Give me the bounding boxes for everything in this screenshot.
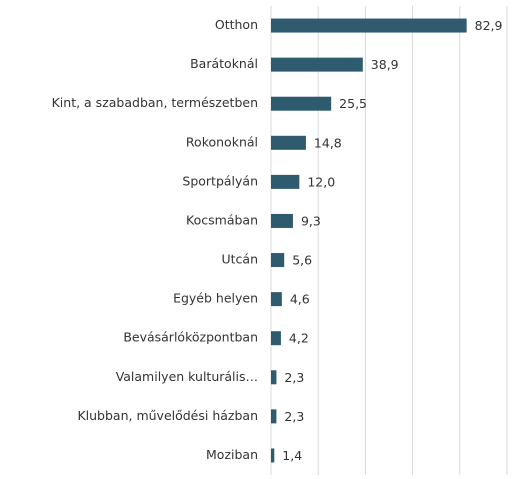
- data-label: 14,8: [314, 135, 342, 150]
- data-label: 12,0: [307, 174, 335, 189]
- data-label: 25,5: [339, 96, 367, 111]
- data-label: 5,6: [292, 253, 312, 268]
- bar: [271, 96, 332, 111]
- y-tick-label: Moziban: [206, 447, 258, 462]
- y-tick-label: Rokonoknál: [186, 134, 258, 149]
- y-tick-label: Valamilyen kulturális…: [116, 369, 258, 384]
- bar: [271, 57, 363, 72]
- bar: [271, 213, 293, 228]
- y-tick-label: Otthon: [215, 17, 258, 32]
- bar: [271, 135, 306, 150]
- y-tick-label: Utcán: [221, 252, 258, 267]
- bar: [271, 331, 281, 346]
- data-label: 2,3: [284, 370, 304, 385]
- bar: [271, 370, 277, 385]
- bar: [271, 174, 300, 189]
- data-label: 1,4: [282, 448, 302, 463]
- data-label: 4,6: [290, 292, 310, 307]
- data-label: 2,3: [284, 409, 304, 424]
- y-tick-label: Sportpályán: [182, 173, 258, 188]
- y-tick-label: Bevásárlóközpontban: [123, 330, 258, 345]
- bar: [271, 409, 277, 424]
- data-label: 38,9: [371, 57, 399, 72]
- bar: [271, 18, 467, 33]
- y-tick-label: Egyéb helyen: [173, 291, 258, 306]
- data-label: 4,2: [289, 331, 309, 346]
- y-tick-label: Kint, a szabadban, természetben: [52, 95, 258, 110]
- y-tick-label: Barátoknál: [190, 56, 258, 71]
- y-tick-label: Kocsmában: [186, 212, 258, 227]
- bar: [271, 292, 282, 307]
- data-label: 82,9: [475, 18, 503, 33]
- bar: [271, 448, 275, 463]
- y-tick-label: Klubban, művelődési házban: [77, 408, 258, 423]
- bar: [271, 253, 285, 268]
- data-label: 9,3: [301, 213, 321, 228]
